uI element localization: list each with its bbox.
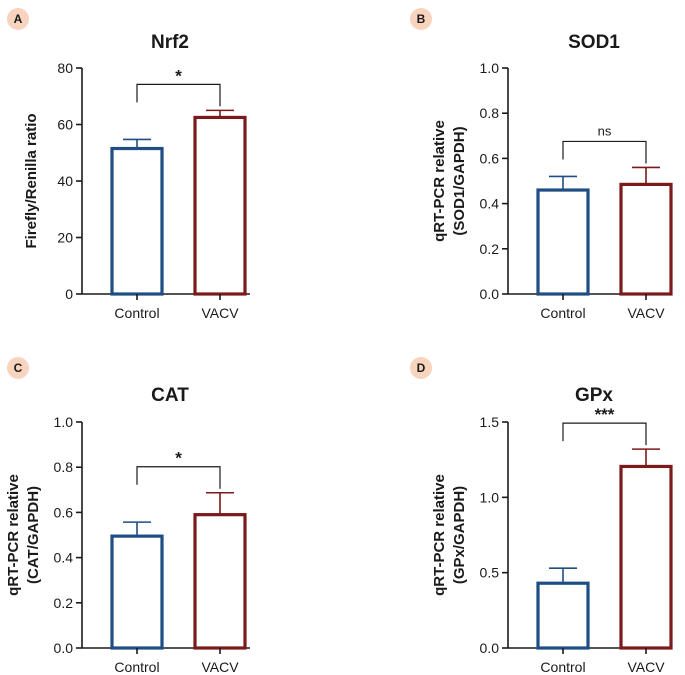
chart-title: GPx bbox=[575, 385, 613, 406]
x-tick-label: Control bbox=[114, 659, 159, 675]
y-tick-label: 40 bbox=[57, 173, 73, 189]
y-tick-label: 20 bbox=[57, 230, 73, 246]
x-tick-label: VACV bbox=[627, 659, 665, 675]
chart-panel-b: SOD1 0.0 0.2 0.4 0.6 0.8 1.0 qRT-PCR relative (S… bbox=[431, 32, 673, 321]
y-tick-label: 0.4 bbox=[480, 196, 500, 212]
y-tick-label: 0.8 bbox=[54, 459, 74, 475]
chart-panel-d: GPx 0.0 0.5 1.0 1.5 qRT-PCR relative (GPx/GAPD… bbox=[431, 385, 673, 675]
x-tick-label: Control bbox=[540, 305, 585, 321]
y-tick-label: 0.2 bbox=[480, 241, 500, 257]
y-axis-label: (CAT/GAPDH) bbox=[25, 486, 42, 584]
chart-title: SOD1 bbox=[568, 32, 620, 53]
y-tick-label: 1.0 bbox=[480, 489, 500, 505]
bar-vacv bbox=[193, 115, 247, 296]
y-tick-label: 0.0 bbox=[54, 640, 74, 656]
chart-panel-a: Nrf2 0 20 40 60 80 Firefly/Renilla ratio Contro… bbox=[23, 32, 250, 321]
y-tick-label: 0.4 bbox=[54, 550, 74, 566]
y-tick-label: 1.0 bbox=[54, 414, 74, 430]
y-axis-label: qRT-PCR relative bbox=[431, 474, 448, 596]
y-tick-label: 60 bbox=[57, 117, 73, 133]
x-tick-label: VACV bbox=[201, 305, 239, 321]
bar-vacv bbox=[619, 464, 673, 650]
panel-label-b: B bbox=[410, 8, 432, 30]
y-tick-label: 0 bbox=[65, 286, 73, 302]
x-tick-label: VACV bbox=[201, 659, 239, 675]
significance-label: * bbox=[175, 449, 182, 468]
y-tick-label: 0.8 bbox=[480, 105, 500, 121]
y-tick-label: 80 bbox=[57, 60, 73, 76]
y-axis-label: (SOD1/GAPDH) bbox=[451, 126, 468, 235]
significance-bracket bbox=[136, 466, 221, 489]
panel-label-d: D bbox=[410, 357, 432, 379]
significance-bracket bbox=[136, 83, 221, 107]
bar-vacv bbox=[619, 182, 673, 296]
chart-title: Nrf2 bbox=[151, 32, 189, 53]
y-tick-label: 1.0 bbox=[480, 60, 500, 76]
y-tick-label: 0.2 bbox=[54, 595, 74, 611]
y-axis-label: Firefly/Renilla ratio bbox=[23, 113, 40, 248]
significance-label: * bbox=[175, 66, 182, 85]
y-axis-label: (GPx/GAPDH) bbox=[451, 486, 468, 584]
y-axis-label: qRT-PCR relative bbox=[431, 120, 448, 242]
y-tick-label: 0.5 bbox=[480, 565, 500, 581]
x-tick-label: Control bbox=[114, 305, 159, 321]
significance-bracket bbox=[562, 422, 647, 446]
y-tick-label: 0.6 bbox=[480, 150, 500, 166]
y-tick-label: 0.0 bbox=[480, 640, 500, 656]
bar-vacv bbox=[193, 513, 247, 650]
significance-bracket bbox=[562, 140, 647, 164]
chart-panel-c: CAT 0.0 0.2 0.4 0.6 0.8 1.0 qRT-PCR relative (CA… bbox=[5, 385, 250, 675]
bar-control bbox=[110, 146, 164, 296]
y-tick-label: 0.0 bbox=[480, 286, 500, 302]
panel-label-a: A bbox=[7, 8, 29, 30]
y-tick-label: 0.6 bbox=[54, 504, 74, 520]
x-tick-label: VACV bbox=[627, 305, 665, 321]
significance-label: *** bbox=[595, 405, 615, 424]
y-tick-label: 1.5 bbox=[480, 414, 500, 430]
bar-control bbox=[536, 581, 590, 650]
y-axis-label: qRT-PCR relative bbox=[5, 474, 22, 596]
chart-title: CAT bbox=[151, 385, 189, 406]
significance-label: ns bbox=[598, 123, 612, 138]
panel-label-c: C bbox=[7, 357, 29, 379]
x-tick-label: Control bbox=[540, 659, 585, 675]
bar-control bbox=[110, 534, 164, 650]
bar-control bbox=[536, 188, 590, 296]
